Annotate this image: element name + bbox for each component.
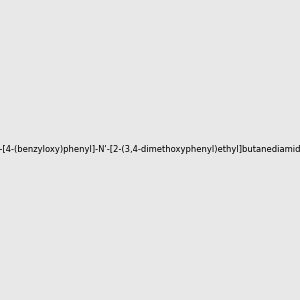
Text: N-[4-(benzyloxy)phenyl]-N'-[2-(3,4-dimethoxyphenyl)ethyl]butanediamide: N-[4-(benzyloxy)phenyl]-N'-[2-(3,4-dimet… bbox=[0, 146, 300, 154]
